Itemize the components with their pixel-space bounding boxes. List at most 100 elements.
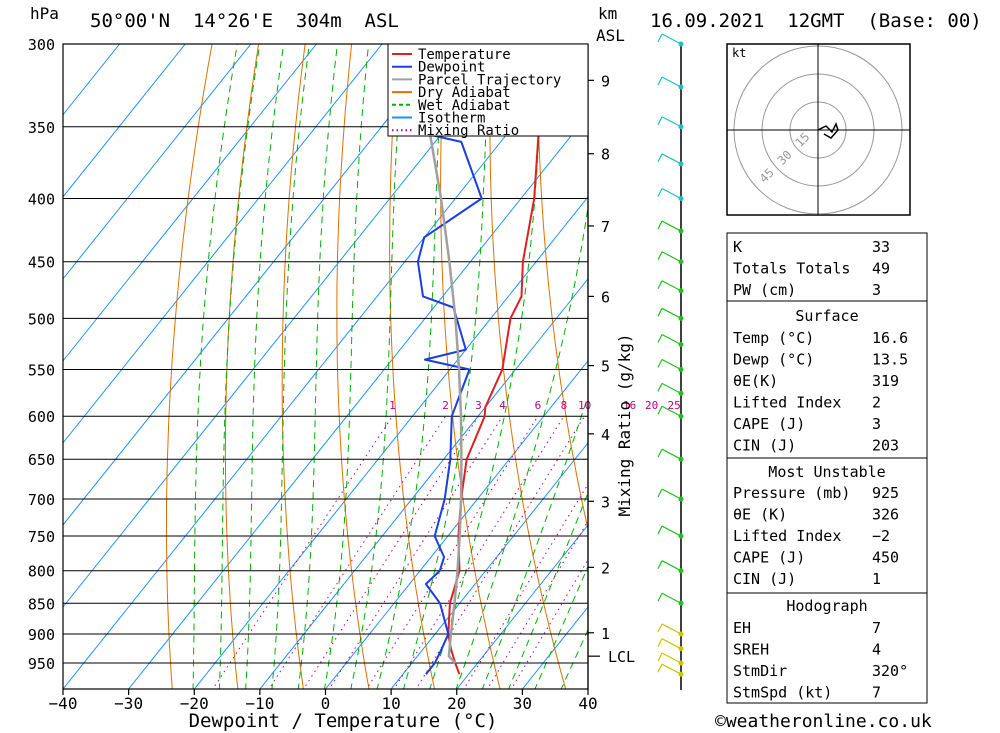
lcl-label: LCL xyxy=(608,648,635,666)
x-tick-label: 10 xyxy=(381,694,400,713)
x-tick-label: 40 xyxy=(578,694,597,713)
wind-level-dot xyxy=(678,646,684,652)
wind-barb xyxy=(661,488,682,500)
pressure-tick-label: 550 xyxy=(28,362,55,380)
index-label: StmSpd (kt) xyxy=(733,684,832,702)
index-value: −2 xyxy=(872,527,890,545)
x-tick-label: −10 xyxy=(245,694,274,713)
wind-level-dot xyxy=(678,342,684,348)
index-value: 326 xyxy=(872,506,899,524)
legend-label: Dewpoint xyxy=(418,60,485,76)
wind-barb-flag xyxy=(657,638,663,647)
index-value: 7 xyxy=(872,619,881,637)
pressure-tick-label: 300 xyxy=(28,36,55,54)
asl-unit-label: ASL xyxy=(596,26,625,45)
index-label: SREH xyxy=(733,641,769,659)
mixing-ratio-label: 2 xyxy=(442,399,449,412)
legend-label: Dry Adiabat xyxy=(418,85,511,101)
temperature-axis: −40 −30 −20 −10 0 10 20 30 40 xyxy=(49,689,598,713)
wind-barb-flag xyxy=(657,220,663,230)
mixing-ratio-label: 10 xyxy=(578,399,591,412)
km-axis: 1 2 3 4 5 6 7 8 9 LCL xyxy=(587,44,635,689)
dry-adiabat-line xyxy=(440,44,501,689)
index-label: StmDir xyxy=(733,662,787,680)
dry-adiabat-line xyxy=(537,44,588,532)
pressure-tick-label: 750 xyxy=(28,528,55,546)
km-tick-label: 8 xyxy=(601,146,610,164)
wet-adiabat-line xyxy=(429,44,544,689)
x-tick-label: −20 xyxy=(180,694,209,713)
wind-level-dot xyxy=(678,195,684,201)
isotherm-line xyxy=(63,44,252,280)
plot-frame xyxy=(62,43,589,690)
wind-barb xyxy=(661,280,682,292)
wind-barb-flag xyxy=(657,359,663,368)
wind-barb xyxy=(661,187,682,200)
index-label: CAPE (J) xyxy=(733,549,805,567)
wind-barb-flag xyxy=(657,663,663,673)
wind-barb-flag xyxy=(657,116,663,126)
wind-level-dot xyxy=(678,41,684,47)
mixing-ratio-label: 16 xyxy=(623,399,636,412)
x-tick-label: 0 xyxy=(321,694,331,713)
index-value: 4 xyxy=(872,641,881,659)
index-label: CIN (J) xyxy=(733,570,796,588)
wind-level-dot xyxy=(678,84,684,90)
index-label: EH xyxy=(733,619,751,637)
wind-barb xyxy=(661,652,682,664)
wind-level-dot xyxy=(678,600,684,606)
hodograph-unit: kt xyxy=(732,46,746,60)
mixing-ratio-line xyxy=(212,415,393,689)
general-indices-box xyxy=(726,232,928,302)
pressure-tick-label: 900 xyxy=(28,626,55,644)
wind-barb-flag xyxy=(657,280,663,290)
isotherm-line xyxy=(456,524,588,689)
mixing-ratio-line xyxy=(268,415,447,689)
hpa-unit-label: hPa xyxy=(30,4,59,23)
x-tick-label: 30 xyxy=(513,694,532,713)
wind-level-dot xyxy=(678,533,684,539)
isotherm-line xyxy=(63,44,383,444)
wind-level-dot xyxy=(678,161,684,167)
wet-adiabat-line xyxy=(245,44,285,689)
wind-barb xyxy=(661,76,682,88)
wind-barb xyxy=(661,405,682,417)
index-value: 1 xyxy=(872,570,881,588)
surface-box xyxy=(726,300,928,459)
wind-barb-flag xyxy=(657,652,663,662)
hodograph-trace xyxy=(817,122,839,139)
mixing-ratio-label: 6 xyxy=(535,399,542,412)
wind-barb-flag xyxy=(657,153,663,163)
pressure-tick-label: 850 xyxy=(28,595,55,613)
index-value: 16.6 xyxy=(872,329,908,347)
dry-adiabat-line xyxy=(336,44,370,689)
km-tick-label: 9 xyxy=(601,72,610,90)
wind-level-dot xyxy=(678,259,684,265)
km-tick-label: 3 xyxy=(601,493,610,511)
pressure-tick-label: 650 xyxy=(28,451,55,469)
index-value: 319 xyxy=(872,372,899,390)
index-value: 13.5 xyxy=(872,351,908,369)
section-title: Hodograph xyxy=(786,597,867,615)
mixing-ratio-line xyxy=(393,415,565,689)
km-tick-label: 1 xyxy=(601,625,610,643)
most-unstable-box xyxy=(726,457,928,594)
isotherm-line xyxy=(325,360,588,689)
wind-level-dot xyxy=(678,367,684,373)
mixing-ratio-label: 1 xyxy=(389,399,396,412)
mixing-ratio-labels: 1 2 3 4 6 8 10 16 20 25 xyxy=(389,399,681,412)
section-title: Most Unstable xyxy=(768,463,885,481)
dry-adiabat-line xyxy=(166,44,213,689)
wind-barb-flag xyxy=(657,383,663,392)
pressure-tick-label: 700 xyxy=(28,491,55,509)
index-label: θE(K) xyxy=(733,372,778,390)
wind-barb-flag xyxy=(657,188,663,197)
index-value: 203 xyxy=(872,437,899,455)
wind-barb-flag xyxy=(657,593,663,602)
legend-label: Parcel Trajectory xyxy=(418,72,561,88)
isotherm-line xyxy=(63,44,449,526)
wind-barb-flag xyxy=(657,334,663,343)
wind-barb-flag xyxy=(657,560,663,569)
wet-adiabat-line xyxy=(271,44,310,689)
